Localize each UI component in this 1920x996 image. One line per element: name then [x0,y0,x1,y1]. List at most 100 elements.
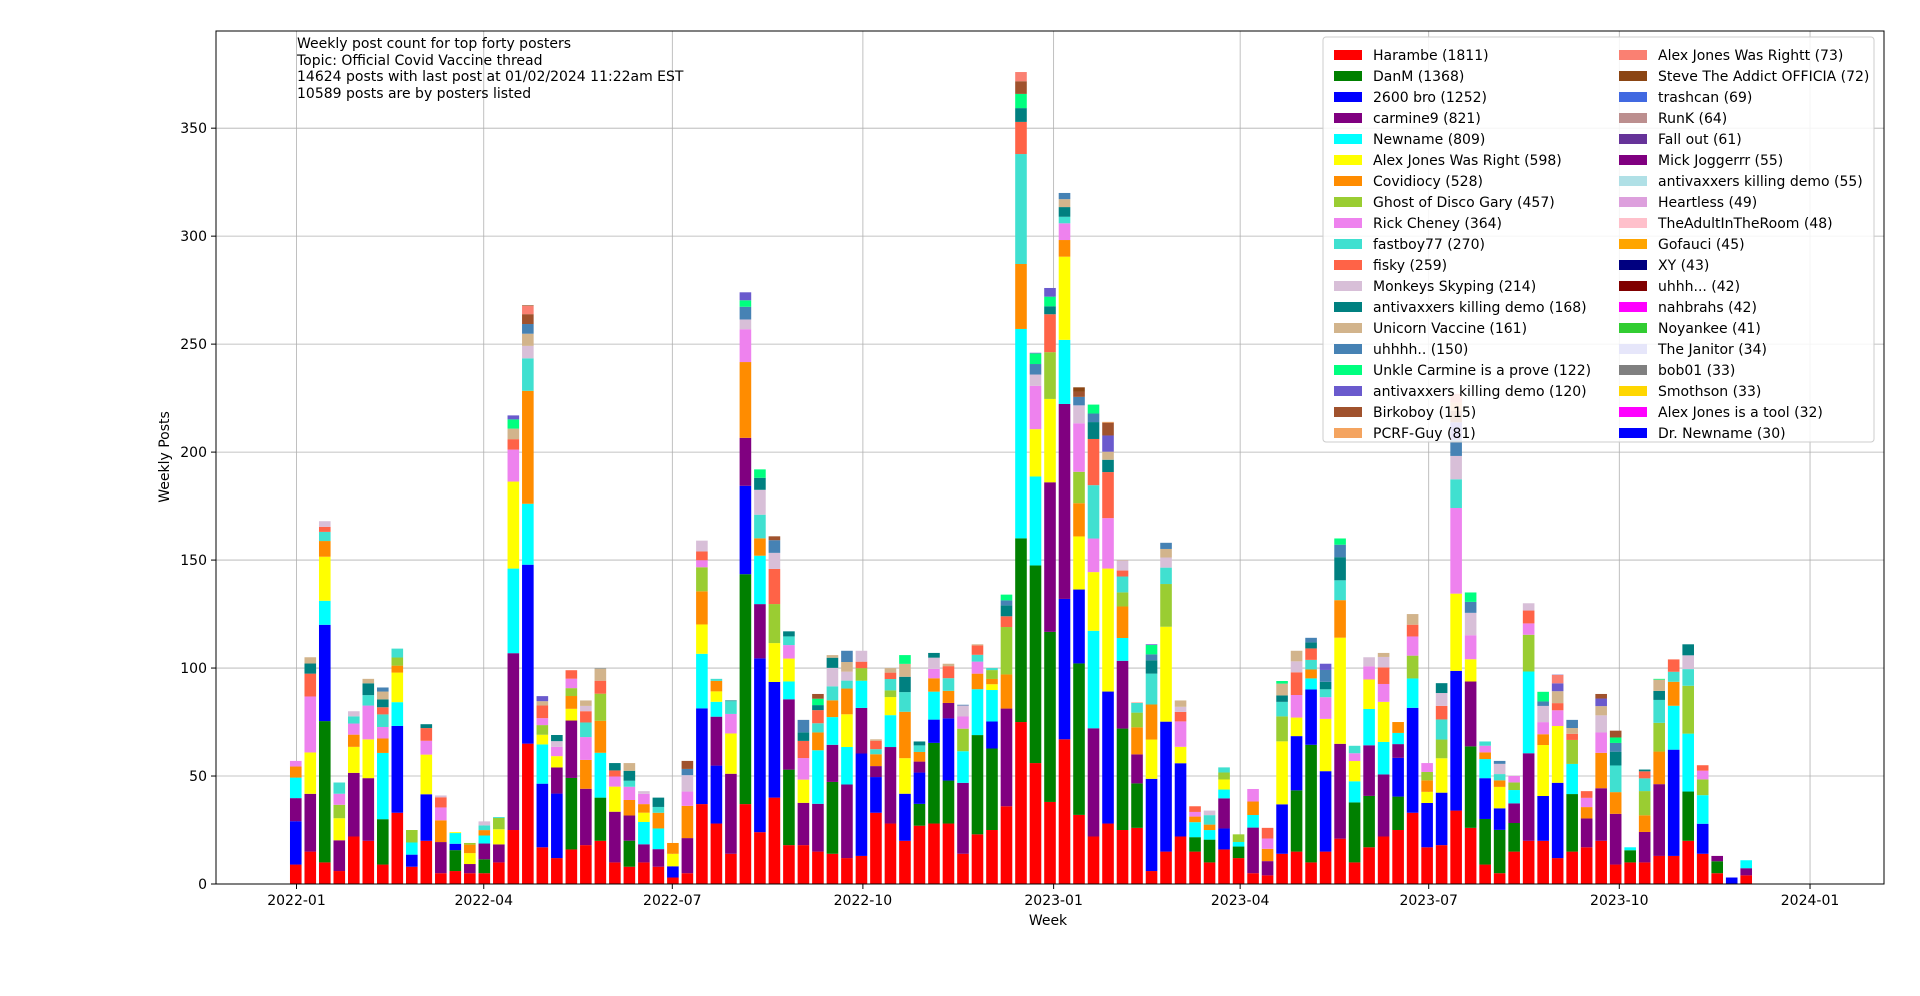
bar-segment [856,651,868,662]
bar-segment [1015,108,1027,122]
bar-segment [1030,429,1042,476]
bar-segment [1320,682,1332,689]
bar-segment [1508,803,1520,823]
bar-segment [1117,592,1129,606]
bar-segment [1233,842,1245,847]
legend-swatch [1334,71,1362,81]
bar-segment [522,324,534,334]
legend-label: bob01 (33) [1658,363,1735,379]
bar-segment [392,813,404,884]
bar-segment [1682,734,1694,792]
bar-segment [1494,808,1506,830]
bar-segment [1421,772,1433,780]
bar-segment [1392,733,1404,744]
bar-segment [696,541,708,552]
bar-segment [870,777,882,813]
bar-segment [798,780,810,803]
legend-swatch [1619,323,1647,333]
bar-segment [522,306,534,314]
bar-segment [377,819,389,864]
bar-segment [1131,754,1143,783]
bar-segment [1320,771,1332,851]
bar-segment [1494,764,1506,774]
bar-segment [1494,830,1506,873]
bar-segment [711,766,723,824]
bar-segment [827,717,839,745]
bar-segment [1421,803,1433,847]
bar-segment [551,794,563,859]
bar-segment [725,854,737,884]
bar-segment [1189,817,1201,823]
bar-segment [1392,830,1404,884]
bar-segment [508,419,520,428]
bar-segment [899,712,911,758]
bar-segment [493,817,505,818]
bar-segment [972,689,984,735]
bar-segment [725,774,737,854]
bar-segment [1566,794,1578,852]
bar-segment [377,753,389,819]
bar-segment [566,778,578,850]
bar-segment [464,873,476,884]
bar-segment [1421,847,1433,884]
bar-segment [696,591,708,624]
bar-segment [1102,569,1114,692]
legend-swatch [1334,113,1362,123]
bar-segment [1015,154,1027,264]
bar-segment [1247,802,1259,815]
bar-segment [1102,435,1114,451]
bar-segment [1305,648,1317,659]
bar-segment [1421,792,1433,803]
bar-segment [406,855,418,867]
bar-segment [1653,856,1665,884]
bar-segment [1378,667,1390,684]
bar-segment [1247,873,1259,884]
bar-segment [711,824,723,884]
bar-segment [667,866,679,877]
bar-segment [1059,199,1071,207]
bar-segment [392,649,404,658]
bar-segment [421,724,433,728]
bar-segment [1624,847,1636,850]
bar-segment [609,763,621,770]
legend-label: Newname (809) [1373,132,1485,148]
bar-segment [522,346,534,358]
y-axis-label: Weekly Posts [157,411,173,503]
bar-segment [1349,753,1361,761]
bar-segment [1363,745,1375,796]
bar-segment [827,686,839,700]
bar-segment [1189,812,1201,817]
bar-segment [624,763,636,771]
bar-segment [885,747,897,824]
bar-segment [1479,746,1491,753]
bar-segment [1015,81,1027,94]
bar-segment [667,843,679,854]
bar-segment [740,438,752,486]
legend-swatch [1334,218,1362,228]
bar-segment [522,391,534,504]
bar-segment [1349,761,1361,781]
bar-segment [1247,815,1259,828]
legend-label: Alex Jones Was Right (598) [1373,153,1562,169]
bar-segment [1494,774,1506,780]
bar-segment [1175,707,1187,712]
bar-segment [319,625,331,721]
legend-swatch [1619,428,1647,438]
bar-segment [580,760,592,789]
bar-segment [1146,660,1158,673]
legend-swatch [1619,260,1647,270]
bar-segment [508,439,520,449]
bar-segment [580,722,592,737]
bar-segment [304,657,316,663]
bar-segment [1305,660,1317,670]
bar-segment [1537,706,1549,722]
bar-segment [348,747,360,773]
bar-segment [1291,651,1303,662]
bar-segment [1639,770,1651,772]
bar-segment [957,854,969,884]
bar-segment [348,735,360,747]
legend-swatch [1619,218,1647,228]
legend-label: Gofauci (45) [1658,237,1745,253]
bar-segment [1117,606,1129,638]
bar-segment [986,830,998,884]
